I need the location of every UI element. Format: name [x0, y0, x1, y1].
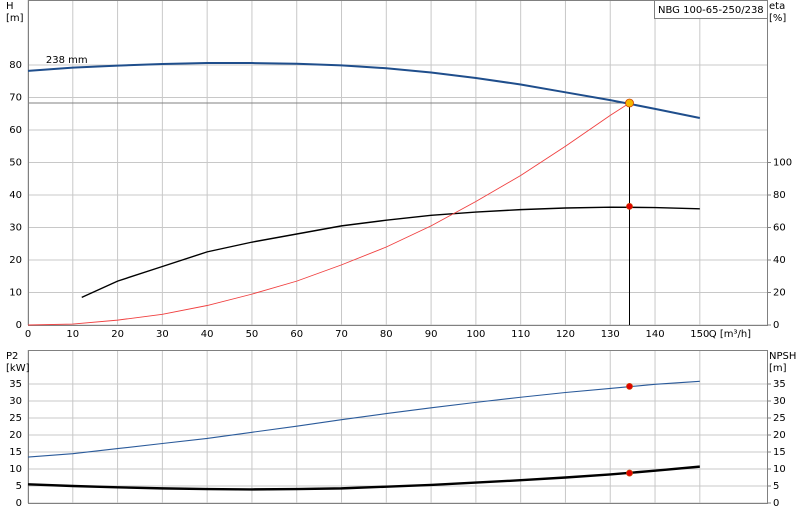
y-tick-label: 30	[9, 223, 22, 234]
y-tick-label: 5	[16, 481, 22, 492]
x-axis-label: Q [m³/h]	[709, 329, 751, 340]
y-axis-label: P2	[6, 351, 18, 362]
y-tick-label: 0	[16, 320, 22, 331]
y-tick-label: 30	[9, 396, 22, 407]
x-tick-label: 40	[201, 329, 214, 340]
y2-tick-label: 10	[773, 464, 786, 475]
y-axis-label: H	[6, 1, 14, 12]
y-tick-label: 20	[9, 430, 22, 441]
y-tick-label: 80	[9, 60, 22, 71]
chart-title: NBG 100-65-250/238	[658, 5, 764, 16]
y2-axis-unit: [m]	[769, 363, 787, 374]
y2-tick-label: 35	[773, 379, 786, 390]
series-line	[27, 465, 700, 491]
y2-tick-label: 60	[773, 223, 786, 234]
y-tick-label: 40	[9, 190, 22, 201]
y-tick-label: 25	[9, 413, 22, 424]
series-line	[27, 102, 630, 326]
x-tick-label: 90	[425, 329, 438, 340]
duty-point	[625, 98, 634, 108]
curve-label: 238 mm	[46, 55, 88, 66]
y2-tick-label: 100	[773, 158, 792, 169]
x-tick-label: 60	[290, 329, 303, 340]
y-tick-label: 50	[9, 158, 22, 169]
x-tick-label: 50	[246, 329, 259, 340]
y2-axis-label: eta	[769, 1, 785, 12]
y-tick-label: 10	[9, 288, 22, 299]
y2-tick-label: 15	[773, 447, 786, 458]
series-line	[27, 380, 700, 458]
y2-axis-label: NPSH	[769, 351, 796, 362]
y-tick-label: 20	[9, 255, 22, 266]
y-tick-label: 35	[9, 379, 22, 390]
x-tick-label: 110	[511, 329, 530, 340]
y-tick-label: 60	[9, 125, 22, 136]
y-axis-unit: [kW]	[6, 363, 30, 374]
y2-tick-label: 20	[773, 288, 786, 299]
series-line	[81, 206, 700, 299]
x-tick-label: 130	[601, 329, 620, 340]
duty-point	[626, 202, 633, 210]
x-tick-label: 140	[645, 329, 664, 340]
x-tick-label: 80	[380, 329, 393, 340]
x-tick-label: 10	[66, 329, 79, 340]
y-tick-label: 0	[16, 498, 22, 509]
y-tick-label: 15	[9, 447, 22, 458]
y2-tick-label: 80	[773, 190, 786, 201]
x-tick-label: 100	[466, 329, 485, 340]
y2-tick-label: 5	[773, 481, 779, 492]
y2-axis-unit: [%]	[769, 13, 786, 24]
plot-frame	[28, 350, 768, 504]
x-tick-label: 20	[111, 329, 124, 340]
duty-point	[626, 382, 633, 390]
x-tick-label: 70	[335, 329, 348, 340]
duty-point	[626, 469, 633, 477]
y-tick-label: 70	[9, 93, 22, 104]
x-tick-label: 150	[690, 329, 709, 340]
y2-tick-label: 40	[773, 255, 786, 266]
x-tick-label: 0	[25, 329, 31, 340]
y-tick-label: 10	[9, 464, 22, 475]
series-line	[27, 62, 701, 119]
y2-tick-label: 30	[773, 396, 786, 407]
x-tick-label: 120	[556, 329, 575, 340]
y2-tick-label: 25	[773, 413, 786, 424]
y2-tick-label: 0	[773, 498, 779, 509]
title-box	[654, 0, 768, 19]
y-axis-unit: [m]	[6, 13, 24, 24]
x-tick-label: 30	[156, 329, 169, 340]
y2-tick-label: 20	[773, 430, 786, 441]
y2-tick-label: 0	[773, 320, 779, 331]
